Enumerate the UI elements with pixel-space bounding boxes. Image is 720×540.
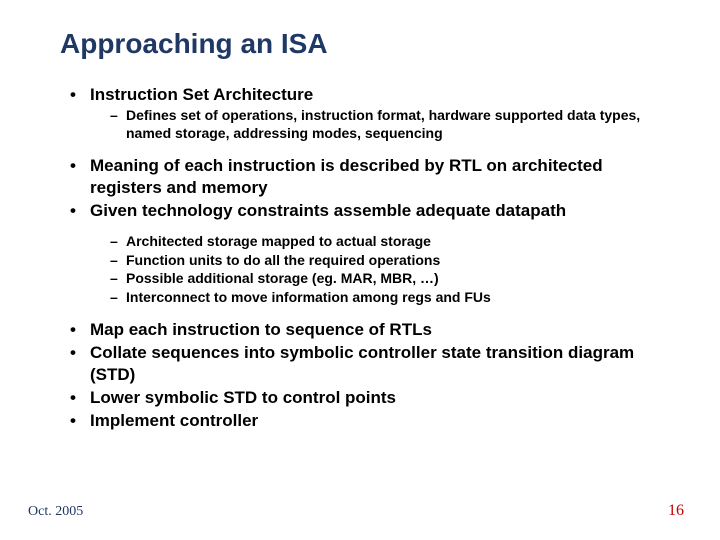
footer-page-number: 16 [668, 502, 684, 520]
bullet-level-1: Instruction Set Architecture [64, 84, 660, 105]
bullet-level-1: Meaning of each instruction is described… [64, 155, 660, 198]
bullet-level-1: Collate sequences into symbolic controll… [64, 342, 660, 385]
bullet-level-2: Architected storage mapped to actual sto… [64, 233, 660, 251]
slide: Approaching an ISA Instruction Set Archi… [0, 0, 720, 540]
bullet-level-2: Interconnect to move information among r… [64, 289, 660, 307]
bullet-level-2: Possible additional storage (eg. MAR, MB… [64, 270, 660, 288]
bullet-level-1: Lower symbolic STD to control points [64, 387, 660, 408]
spacer [64, 307, 660, 319]
spacer [64, 223, 660, 233]
spacer [64, 143, 660, 155]
bullet-level-1: Given technology constraints assemble ad… [64, 200, 660, 221]
bullet-level-2: Defines set of operations, instruction f… [64, 107, 660, 142]
bullet-level-1: Map each instruction to sequence of RTLs [64, 319, 660, 340]
slide-title: Approaching an ISA [60, 28, 660, 60]
bullet-level-1: Implement controller [64, 410, 660, 431]
bullet-level-2: Function units to do all the required op… [64, 252, 660, 270]
footer-date: Oct. 2005 [28, 504, 83, 520]
slide-content: Instruction Set ArchitectureDefines set … [60, 84, 660, 431]
